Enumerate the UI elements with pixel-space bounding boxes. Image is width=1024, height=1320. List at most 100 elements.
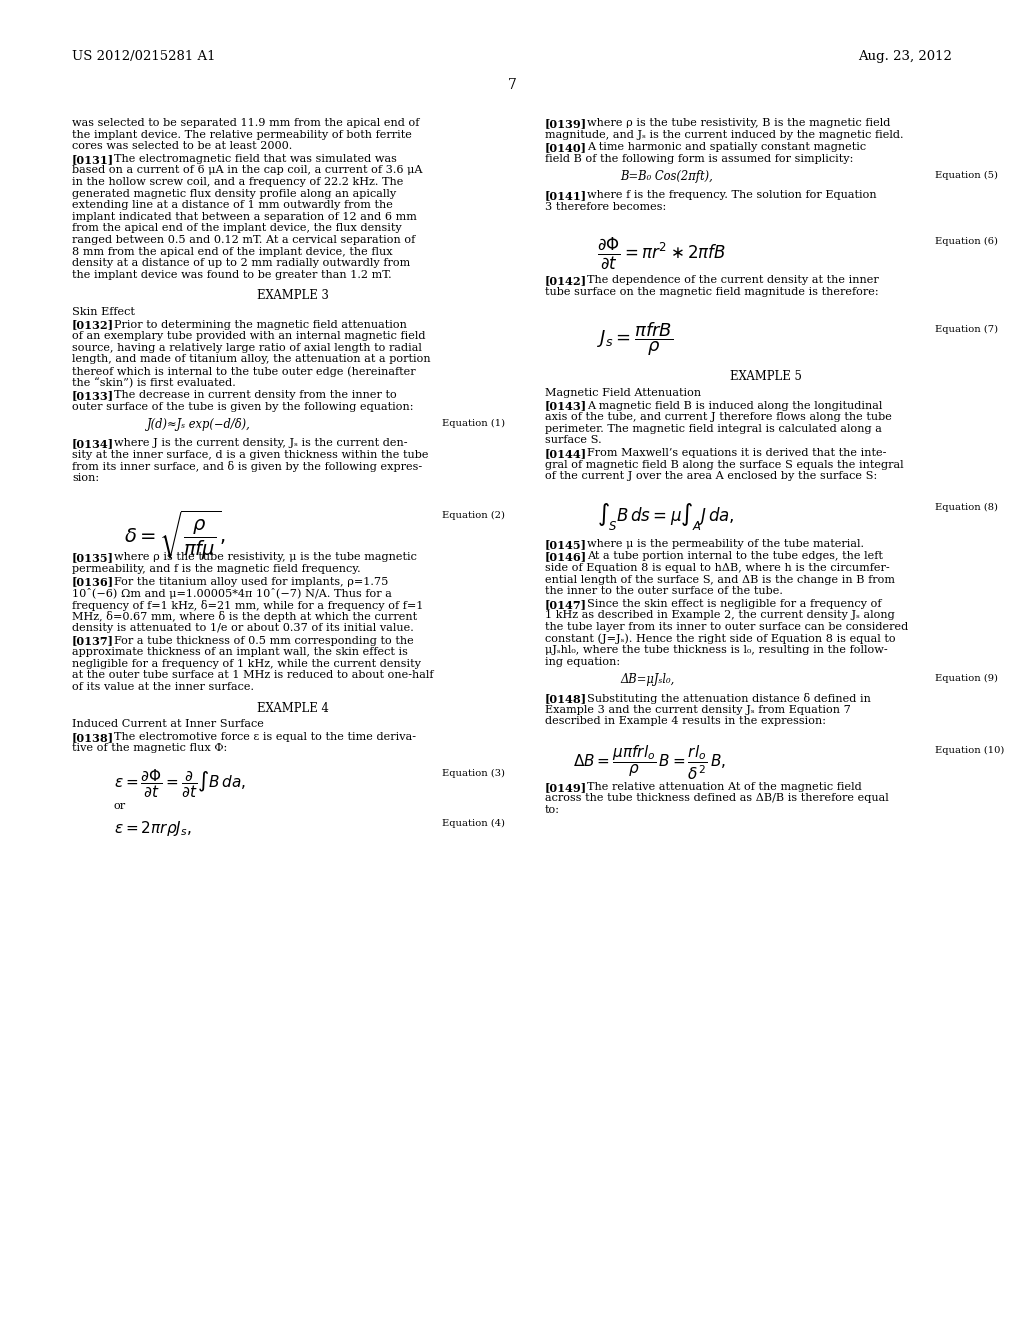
Text: For a tube thickness of 0.5 mm corresponding to the: For a tube thickness of 0.5 mm correspon… — [114, 636, 414, 645]
Text: [0149]: [0149] — [545, 781, 587, 793]
Text: ing equation:: ing equation: — [545, 657, 621, 667]
Text: MHz, δ=0.67 mm, where δ is the depth at which the current: MHz, δ=0.67 mm, where δ is the depth at … — [72, 611, 417, 623]
Text: of an exemplary tube provided with an internal magnetic field: of an exemplary tube provided with an in… — [72, 331, 426, 341]
Text: ΔB=μJₛl₀,: ΔB=μJₛl₀, — [620, 673, 674, 686]
Text: density is attenuated to 1/e or about 0.37 of its initial value.: density is attenuated to 1/e or about 0.… — [72, 623, 414, 634]
Text: source, having a relatively large ratio of axial length to radial: source, having a relatively large ratio … — [72, 343, 422, 352]
Text: μJₛhl₀, where the tube thickness is l₀, resulting in the follow-: μJₛhl₀, where the tube thickness is l₀, … — [545, 645, 888, 655]
Text: where ρ is the tube resistivity, μ is the tube magnetic: where ρ is the tube resistivity, μ is th… — [114, 552, 417, 562]
Text: the “skin”) is first evaluated.: the “skin”) is first evaluated. — [72, 378, 236, 388]
Text: Since the skin effect is negligible for a frequency of: Since the skin effect is negligible for … — [587, 599, 882, 609]
Text: $\dfrac{\partial\Phi}{\partial t} = \pi r^2 \ast 2\pi fB$: $\dfrac{\partial\Phi}{\partial t} = \pi … — [597, 235, 726, 271]
Text: the inner to the outer surface of the tube.: the inner to the outer surface of the tu… — [545, 586, 783, 597]
Text: [0137]: [0137] — [72, 636, 114, 647]
Text: was selected to be separated 11.9 mm from the apical end of: was selected to be separated 11.9 mm fro… — [72, 117, 420, 128]
Text: cores was selected to be at least 2000.: cores was selected to be at least 2000. — [72, 141, 292, 152]
Text: negligible for a frequency of 1 kHz, while the current density: negligible for a frequency of 1 kHz, whi… — [72, 659, 421, 669]
Text: length, and made of titanium alloy, the attenuation at a portion: length, and made of titanium alloy, the … — [72, 354, 431, 364]
Text: of its value at the inner surface.: of its value at the inner surface. — [72, 682, 254, 692]
Text: EXAMPLE 5: EXAMPLE 5 — [730, 371, 802, 383]
Text: Equation (1): Equation (1) — [442, 418, 505, 428]
Text: the implant device was found to be greater than 1.2 mT.: the implant device was found to be great… — [72, 269, 391, 280]
Text: Equation (8): Equation (8) — [935, 503, 998, 512]
Text: $\delta = \sqrt{\dfrac{\rho}{\pi f \mu}},$: $\delta = \sqrt{\dfrac{\rho}{\pi f \mu}}… — [124, 508, 225, 562]
Text: 7: 7 — [508, 78, 516, 92]
Text: approximate thickness of an implant wall, the skin effect is: approximate thickness of an implant wall… — [72, 647, 408, 657]
Text: Aug. 23, 2012: Aug. 23, 2012 — [858, 50, 952, 63]
Text: Equation (5): Equation (5) — [935, 170, 998, 180]
Text: based on a current of 6 μA in the cap coil, a current of 3.6 μA: based on a current of 6 μA in the cap co… — [72, 165, 423, 176]
Text: [0145]: [0145] — [545, 539, 587, 550]
Text: Prior to determining the magnetic field attenuation: Prior to determining the magnetic field … — [114, 319, 407, 330]
Text: A time harmonic and spatially constant magnetic: A time harmonic and spatially constant m… — [587, 143, 866, 152]
Text: EXAMPLE 4: EXAMPLE 4 — [257, 702, 329, 714]
Text: implant indicated that between a separation of 12 and 6 mm: implant indicated that between a separat… — [72, 211, 417, 222]
Text: 10ˆ(−6) Ωm and μ=1.00005*4π 10ˆ(−7) N/A. Thus for a: 10ˆ(−6) Ωm and μ=1.00005*4π 10ˆ(−7) N/A.… — [72, 589, 392, 599]
Text: sity at the inner surface, d is a given thickness within the tube: sity at the inner surface, d is a given … — [72, 450, 428, 459]
Text: density at a distance of up to 2 mm radially outwardly from: density at a distance of up to 2 mm radi… — [72, 259, 411, 268]
Text: from the apical end of the implant device, the flux density: from the apical end of the implant devic… — [72, 223, 401, 234]
Text: field B of the following form is assumed for simplicity:: field B of the following form is assumed… — [545, 154, 853, 164]
Text: Skin Effect: Skin Effect — [72, 308, 135, 317]
Text: sion:: sion: — [72, 473, 99, 483]
Text: J(d)≈Jₛ exp(−d/δ),: J(d)≈Jₛ exp(−d/δ), — [147, 418, 251, 432]
Text: where ρ is the tube resistivity, B is the magnetic field: where ρ is the tube resistivity, B is th… — [587, 117, 891, 128]
Text: From Maxwell’s equations it is derived that the inte-: From Maxwell’s equations it is derived t… — [587, 447, 887, 458]
Text: US 2012/0215281 A1: US 2012/0215281 A1 — [72, 50, 215, 63]
Text: Equation (10): Equation (10) — [935, 746, 1005, 755]
Text: axis of the tube, and current J therefore flows along the tube: axis of the tube, and current J therefor… — [545, 412, 892, 422]
Text: EXAMPLE 3: EXAMPLE 3 — [257, 289, 329, 302]
Text: $\int_S B\,ds = \mu\int_A J\,da,$: $\int_S B\,ds = \mu\int_A J\,da,$ — [597, 500, 734, 532]
Text: magnitude, and Jₛ is the current induced by the magnetic field.: magnitude, and Jₛ is the current induced… — [545, 129, 903, 140]
Text: gral of magnetic field B along the surface S equals the integral: gral of magnetic field B along the surfa… — [545, 459, 903, 470]
Text: At a tube portion internal to the tube edges, the left: At a tube portion internal to the tube e… — [587, 552, 883, 561]
Text: [0148]: [0148] — [545, 693, 587, 704]
Text: [0134]: [0134] — [72, 438, 114, 449]
Text: The relative attenuation At of the magnetic field: The relative attenuation At of the magne… — [587, 781, 862, 792]
Text: Equation (6): Equation (6) — [935, 238, 998, 247]
Text: [0147]: [0147] — [545, 599, 587, 610]
Text: [0146]: [0146] — [545, 552, 587, 562]
Text: [0141]: [0141] — [545, 190, 587, 201]
Text: $\varepsilon = \dfrac{\partial\Phi}{\partial t} = \dfrac{\partial}{\partial t}\i: $\varepsilon = \dfrac{\partial\Phi}{\par… — [114, 767, 246, 800]
Text: The electromotive force ε is equal to the time deriva-: The electromotive force ε is equal to th… — [114, 731, 416, 742]
Text: at the outer tube surface at 1 MHz is reduced to about one-half: at the outer tube surface at 1 MHz is re… — [72, 671, 433, 680]
Text: For the titanium alloy used for implants, ρ=1.75: For the titanium alloy used for implants… — [114, 577, 388, 586]
Text: [0144]: [0144] — [545, 447, 587, 459]
Text: the tube layer from its inner to outer surface can be considered: the tube layer from its inner to outer s… — [545, 622, 908, 632]
Text: outer surface of the tube is given by the following equation:: outer surface of the tube is given by th… — [72, 401, 414, 412]
Text: The decrease in current density from the inner to: The decrease in current density from the… — [114, 391, 396, 400]
Text: [0133]: [0133] — [72, 391, 114, 401]
Text: tive of the magnetic flux Φ:: tive of the magnetic flux Φ: — [72, 743, 227, 754]
Text: or: or — [114, 801, 126, 810]
Text: 8 mm from the apical end of the implant device, the flux: 8 mm from the apical end of the implant … — [72, 247, 392, 256]
Text: $\Delta B = \dfrac{\mu\pi f r l_o}{\rho}\,B = \dfrac{r l_o}{\delta^2}\,B,$: $\Delta B = \dfrac{\mu\pi f r l_o}{\rho}… — [573, 743, 726, 783]
Text: where J is the current density, Jₛ is the current den-: where J is the current density, Jₛ is th… — [114, 438, 408, 447]
Text: [0139]: [0139] — [545, 117, 587, 129]
Text: permeability, and f is the magnetic field frequency.: permeability, and f is the magnetic fiel… — [72, 564, 360, 574]
Text: [0138]: [0138] — [72, 731, 114, 743]
Text: ranged between 0.5 and 0.12 mT. At a cervical separation of: ranged between 0.5 and 0.12 mT. At a cer… — [72, 235, 416, 246]
Text: perimeter. The magnetic field integral is calculated along a: perimeter. The magnetic field integral i… — [545, 424, 882, 434]
Text: tube surface on the magnetic field magnitude is therefore:: tube surface on the magnetic field magni… — [545, 286, 879, 297]
Text: Equation (4): Equation (4) — [442, 818, 505, 828]
Text: [0143]: [0143] — [545, 400, 587, 412]
Text: Magnetic Field Attenuation: Magnetic Field Attenuation — [545, 388, 701, 399]
Text: [0131]: [0131] — [72, 154, 114, 165]
Text: Equation (2): Equation (2) — [442, 511, 505, 520]
Text: constant (J=Jₛ). Hence the right side of Equation 8 is equal to: constant (J=Jₛ). Hence the right side of… — [545, 634, 896, 644]
Text: $\varepsilon = 2\pi r\rho J_s,$: $\varepsilon = 2\pi r\rho J_s,$ — [114, 818, 191, 838]
Text: $J_s = \dfrac{\pi f r B}{\rho}$: $J_s = \dfrac{\pi f r B}{\rho}$ — [597, 321, 674, 358]
Text: Equation (9): Equation (9) — [935, 673, 998, 682]
Text: ential length of the surface S, and ΔB is the change in B from: ential length of the surface S, and ΔB i… — [545, 574, 895, 585]
Text: extending line at a distance of 1 mm outwardly from the: extending line at a distance of 1 mm out… — [72, 201, 393, 210]
Text: The dependence of the current density at the inner: The dependence of the current density at… — [587, 275, 879, 285]
Text: Substituting the attenuation distance δ defined in: Substituting the attenuation distance δ … — [587, 693, 870, 704]
Text: Equation (7): Equation (7) — [935, 325, 998, 334]
Text: to:: to: — [545, 805, 560, 814]
Text: of the current J over the area A enclosed by the surface S:: of the current J over the area A enclose… — [545, 471, 878, 482]
Text: surface S.: surface S. — [545, 436, 602, 445]
Text: [0140]: [0140] — [545, 143, 587, 153]
Text: [0142]: [0142] — [545, 275, 587, 286]
Text: the implant device. The relative permeability of both ferrite: the implant device. The relative permeab… — [72, 129, 412, 140]
